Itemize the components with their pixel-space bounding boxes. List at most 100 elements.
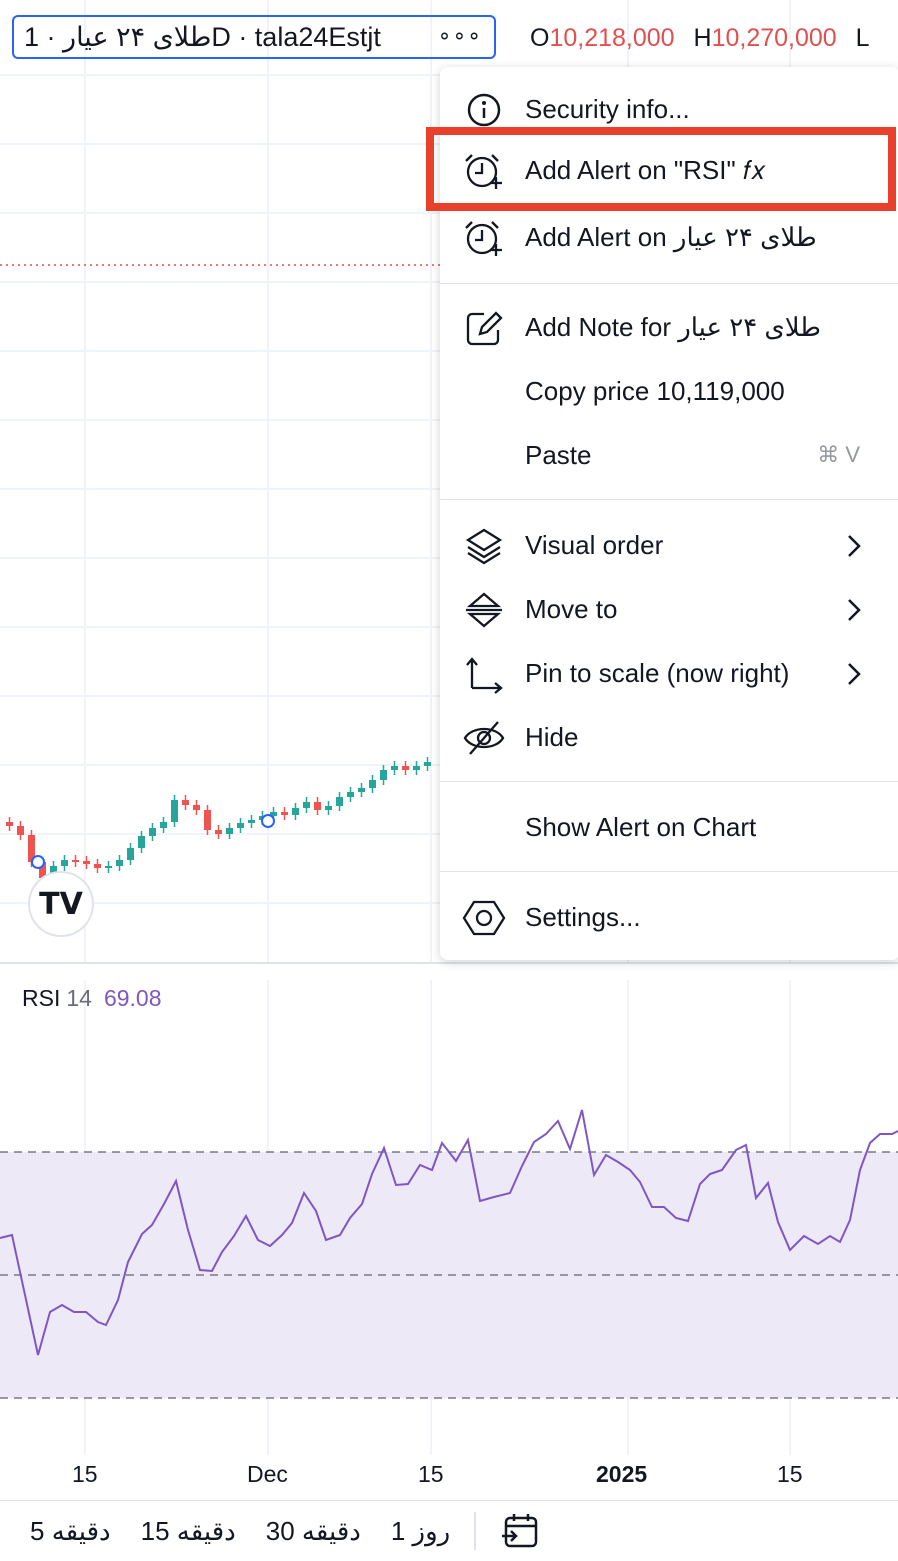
pin-scale-icon	[466, 657, 503, 694]
menu-item-paste[interactable]: Paste ⌘ V	[440, 426, 898, 486]
candle-body	[369, 780, 376, 788]
event-marker	[31, 855, 45, 869]
candle-body	[204, 810, 211, 830]
symbol-title: طلای ۲۴ عیار · 1D · tala24Estjt	[24, 21, 381, 52]
chevron-right-icon	[848, 599, 861, 621]
open-value: 10,218,000	[549, 24, 675, 52]
candle-body	[391, 766, 398, 770]
candle-body	[61, 860, 68, 866]
candle-body	[17, 826, 24, 835]
candle-body	[237, 823, 244, 828]
time-label: Dec	[247, 1461, 288, 1487]
chevron-right-icon	[848, 663, 861, 685]
menu-divider	[440, 283, 898, 284]
alarm-clock-plus-icon	[465, 221, 502, 256]
rsi-legend[interactable]: RSI 14 69.08	[22, 985, 162, 1012]
menu-item-hide[interactable]: Hide	[440, 708, 898, 768]
tradingview-logo[interactable]: TV	[28, 871, 94, 937]
high-value: 10,270,000	[711, 24, 837, 52]
candles	[6, 757, 431, 883]
paste-shortcut: ⌘ V	[817, 442, 860, 467]
menu-item-move-to[interactable]: Move to	[440, 580, 898, 640]
candle-body	[105, 866, 112, 868]
menu-label: Paste	[525, 440, 592, 470]
candle-body	[39, 862, 46, 878]
go-to-date-icon[interactable]	[502, 1512, 540, 1550]
menu-item-add-alert-symbol[interactable]: Add Alert on طلای ۲۴ عیار	[440, 208, 898, 268]
menu-item-add-note[interactable]: Add Note for طلای ۲۴ عیار	[440, 298, 898, 358]
settings-icon	[462, 900, 506, 936]
indicator-value: 69.08	[103, 985, 162, 1011]
move-to-icon	[466, 592, 502, 628]
candle-body	[138, 836, 145, 848]
rsi-line	[0, 1109, 898, 1356]
candle-body	[182, 800, 189, 805]
candle-body	[314, 802, 321, 810]
time-label: 15	[72, 1461, 98, 1487]
more-icon[interactable]: ∘∘∘	[437, 23, 482, 48]
menu-label: Hide	[525, 722, 579, 752]
candle-body	[303, 802, 310, 808]
high-label: H	[693, 24, 712, 52]
time-label: 15	[418, 1461, 444, 1487]
candle-body	[413, 766, 420, 770]
menu-item-show-alert[interactable]: Show Alert on Chart	[440, 798, 898, 858]
candle-body	[281, 812, 288, 815]
menu-label: Copy price 10,119,000	[525, 376, 785, 406]
candle-body	[226, 828, 233, 834]
menu-item-copy-price[interactable]: Copy price 10,119,000	[440, 362, 898, 422]
bottom-toolbar: 5 دقیقه 15 دقیقه 30 دقیقه 1 روز	[0, 1500, 898, 1561]
candle-body	[215, 830, 222, 834]
menu-item-pin-to-scale[interactable]: Pin to scale (now right)	[440, 644, 898, 704]
candle-body	[358, 788, 365, 792]
menu-label: Add Note for طلای ۲۴ عیار	[525, 312, 821, 342]
candle-body	[380, 770, 387, 780]
menu-label: Show Alert on Chart	[525, 812, 757, 842]
menu-item-add-alert-rsi[interactable]: Add Alert on "RSI" 𝑓𝑥	[440, 141, 898, 201]
indicator-name: RSI	[22, 985, 61, 1011]
menu-label: Visual order	[525, 530, 664, 560]
candle-body	[116, 860, 123, 866]
open-label: O	[530, 24, 550, 52]
candle-body	[149, 828, 156, 836]
timeframe-30m[interactable]: 30 دقیقه	[265, 1515, 361, 1546]
menu-item-security-info[interactable]: Security info...	[440, 80, 898, 140]
candle-body	[248, 820, 255, 823]
timeframe-5m[interactable]: 5 دقیقه	[30, 1515, 111, 1546]
menu-label: Add Alert on "RSI" 𝑓𝑥	[525, 155, 766, 185]
context-menu: Security info... Add Alert on "RSI" 𝑓𝑥 A…	[440, 67, 898, 960]
candle-body	[72, 860, 79, 862]
ohlc-legend: O10,218,000 H10,270,000 L	[530, 24, 870, 53]
candle-body	[193, 805, 200, 810]
menu-item-visual-order[interactable]: Visual order	[440, 516, 898, 576]
candle-body	[424, 762, 431, 766]
toolbar-divider	[474, 1512, 477, 1550]
menu-item-settings[interactable]: Settings...	[440, 888, 898, 948]
candle-body	[336, 797, 343, 806]
candle-body	[171, 800, 178, 822]
low-label: L	[855, 24, 870, 52]
candle-body	[83, 861, 90, 864]
timeframe-1d[interactable]: 1 روز	[390, 1515, 451, 1546]
menu-label: Move to	[525, 594, 618, 624]
menu-label: Settings...	[525, 902, 641, 932]
timeframe-15m[interactable]: 15 دقیقه	[140, 1515, 236, 1546]
candle-body	[325, 806, 332, 810]
menu-label: Security info...	[525, 94, 690, 124]
candle-body	[347, 792, 354, 797]
candle-body	[402, 766, 409, 770]
top-bar: طلای ۲۴ عیار · 1D · tala24Estjt ∘∘∘ O10,…	[0, 0, 898, 72]
candle-body	[127, 848, 134, 860]
note-pencil-icon	[466, 311, 503, 346]
event-marker	[261, 814, 275, 828]
menu-divider	[440, 871, 898, 872]
chevron-right-icon	[848, 535, 861, 557]
time-axis[interactable]: 15 Dec 15 2025 15	[0, 1455, 898, 1495]
menu-divider	[440, 499, 898, 500]
alarm-clock-plus-icon	[465, 154, 502, 189]
time-label: 2025	[596, 1461, 648, 1487]
candle-body	[160, 822, 167, 828]
candle-body	[6, 822, 13, 826]
eye-off-icon	[463, 721, 505, 755]
symbol-title-chip[interactable]: طلای ۲۴ عیار · 1D · tala24Estjt ∘∘∘	[12, 15, 496, 59]
